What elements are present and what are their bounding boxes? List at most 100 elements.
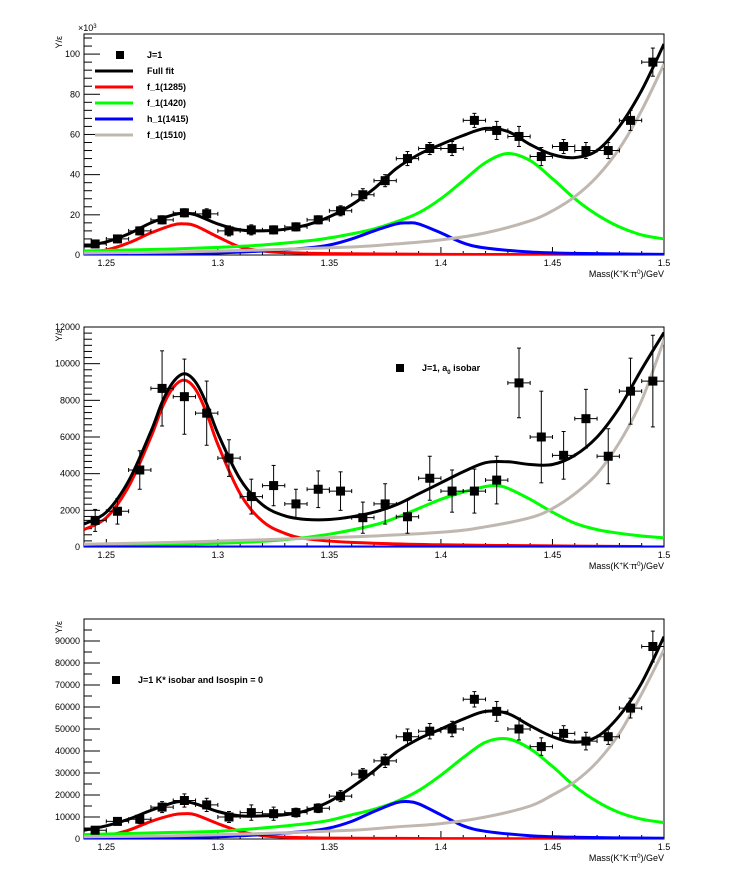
data-point — [351, 188, 375, 202]
legend-label: J=1 K* isobar and Isospin = 0 — [138, 675, 263, 685]
data-point — [217, 439, 241, 477]
data-point — [328, 471, 353, 511]
x-axis-title: Mass(K+K-π0)/GeV — [589, 853, 664, 863]
point-marker — [559, 728, 569, 738]
data-point — [195, 380, 219, 446]
data-point — [351, 501, 375, 534]
point-marker — [648, 642, 658, 651]
data-point — [284, 222, 308, 232]
point-marker — [224, 226, 234, 236]
data-point — [507, 125, 531, 148]
data-point — [596, 141, 620, 160]
y-axis: 0 10000 20000 30000 40000 50000 60000 70000 8000… — [54, 618, 100, 844]
data-point — [306, 215, 330, 225]
point-marker — [469, 694, 479, 704]
point-marker — [447, 486, 457, 496]
data-point — [618, 697, 643, 719]
y-tick-label: 10000 — [55, 812, 80, 822]
data-point — [261, 225, 286, 235]
data-point — [150, 350, 174, 427]
y-tick-label: 0 — [75, 250, 80, 260]
point-marker — [179, 796, 189, 805]
x-tick-label: 1.3 — [212, 842, 225, 852]
data-point — [328, 790, 353, 803]
point-marker — [358, 513, 368, 523]
legend: J=1 K* isobar and Isospin = 0 — [112, 675, 263, 685]
point-marker — [157, 802, 167, 812]
y-tick-label: 8000 — [60, 395, 80, 405]
data-point — [551, 431, 576, 480]
y-tick-label: 2000 — [60, 505, 80, 515]
point-marker — [447, 724, 457, 734]
legend-entry: h_1(1415) — [95, 114, 189, 124]
curve-full-fit — [84, 635, 664, 832]
data-point — [150, 215, 174, 225]
data-point — [105, 816, 130, 826]
point-marker — [291, 808, 301, 818]
x-tick-label: 1.45 — [544, 258, 562, 268]
data-point — [351, 768, 375, 781]
data-point — [596, 728, 620, 745]
legend-entry: Full fit — [95, 66, 174, 76]
y-tick-label: 80 — [70, 89, 80, 99]
point-marker — [559, 450, 569, 460]
point-marker — [157, 383, 167, 393]
point-marker — [402, 154, 412, 164]
plot-frame — [83, 326, 665, 548]
data-point — [172, 793, 197, 808]
point-marker — [648, 376, 658, 386]
point-marker — [336, 486, 346, 496]
y-tick-label: 60 — [70, 129, 80, 139]
point-marker — [514, 131, 524, 141]
point-marker — [626, 115, 636, 125]
point-marker — [626, 703, 636, 713]
data-point — [574, 731, 598, 751]
x-tick-label: 1.25 — [98, 550, 116, 560]
data-point — [507, 347, 531, 419]
x-tick-label: 1.35 — [321, 842, 339, 852]
data-point — [485, 701, 509, 722]
legend-entry: J=1 — [116, 50, 162, 60]
data-point — [641, 630, 665, 663]
curve-f-1-1510- — [84, 649, 664, 839]
point-marker — [157, 215, 167, 225]
point-marker — [224, 453, 234, 463]
point-marker — [402, 512, 412, 522]
data-points — [83, 334, 665, 534]
point-marker — [112, 506, 122, 516]
point-marker — [425, 726, 435, 736]
data-point — [239, 478, 263, 515]
point-marker — [447, 144, 457, 154]
x-tick-label: 1.45 — [544, 842, 562, 852]
x-tick-label: 1.25 — [98, 842, 116, 852]
curve-h-1-1415- — [84, 221, 664, 255]
point-marker — [202, 800, 212, 810]
curve-f-1-1510- — [84, 339, 664, 546]
x-tick-label: 1.4 — [435, 842, 448, 852]
data-point — [395, 151, 420, 167]
data-point — [440, 469, 464, 513]
y-tick-label: 40 — [70, 170, 80, 180]
data-point — [551, 138, 576, 155]
point-marker — [269, 481, 279, 491]
data-point — [618, 357, 643, 425]
legend: J=1 Full fit f_1(1285) f_1(1420) h_1(1415) f_… — [95, 50, 189, 140]
y-tick-label: 12000 — [55, 322, 80, 332]
data-points — [83, 630, 665, 835]
data-point — [328, 205, 353, 217]
point-marker — [603, 146, 613, 156]
point-marker — [135, 226, 145, 236]
point-marker — [112, 234, 122, 244]
x-tick-label: 1.3 — [212, 550, 225, 560]
data-point — [507, 717, 531, 741]
point-marker — [603, 732, 613, 742]
point-marker — [626, 386, 636, 396]
legend-label: J=1, a0 isobar — [422, 363, 481, 376]
y-tick-label: 50000 — [55, 724, 80, 734]
y-axis-title: Y/ε — [54, 329, 64, 342]
legend-marker-icon — [112, 676, 120, 684]
